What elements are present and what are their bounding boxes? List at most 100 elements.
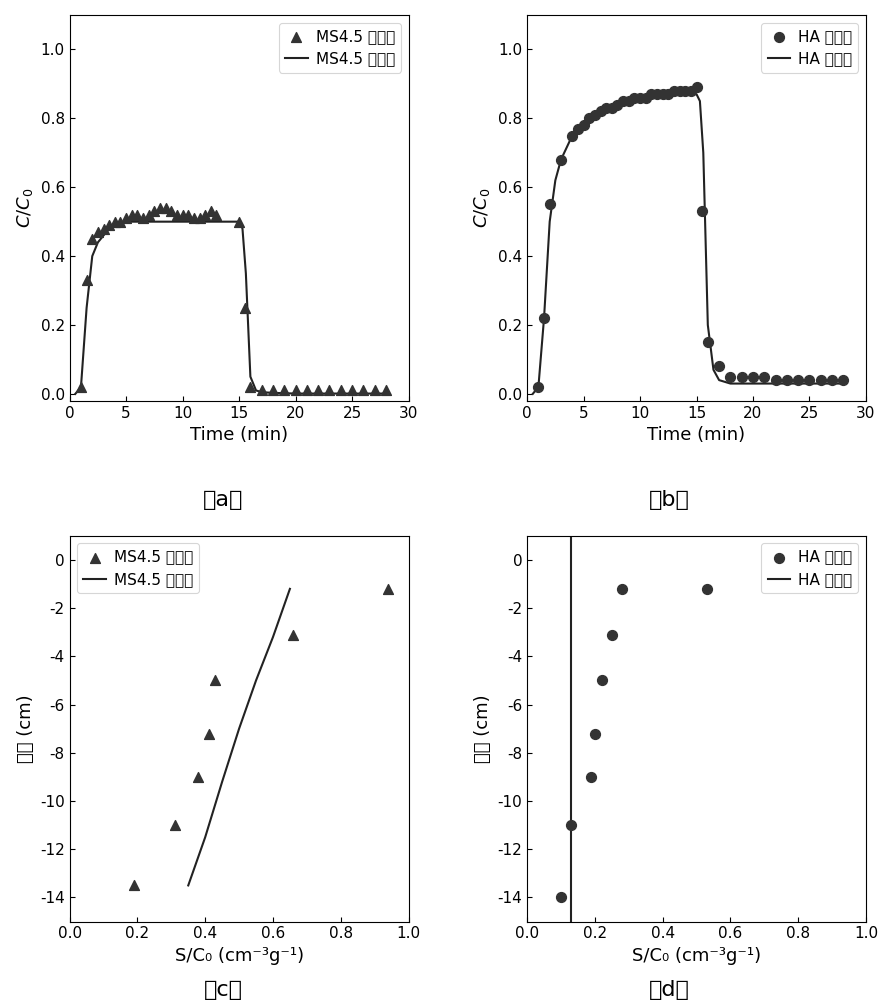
MS4.5 实测值 (204, 203, 218, 219)
MS4.5 实测值 (381, 581, 396, 597)
HA 实测值 (576, 117, 590, 133)
HA 实测值 (571, 121, 585, 137)
MS4.5 拟合值 (238, 223, 248, 235)
Legend: HA 实测值, HA 拟合值: HA 实测值, HA 拟合值 (762, 543, 858, 593)
HA 拟合值 (601, 102, 612, 114)
HA 实测值 (757, 369, 772, 385)
HA 拟合值 (714, 374, 724, 386)
HA 拟合值 (623, 95, 634, 107)
MS4.5 实测值 (164, 203, 179, 219)
MS4.5 实测值 (108, 214, 122, 230)
MS4.5 拟合值 (104, 223, 114, 235)
HA 实测值 (723, 369, 738, 385)
Legend: HA 实测值, HA 拟合值: HA 实测值, HA 拟合值 (762, 23, 858, 73)
MS4.5 拟合值 (154, 216, 165, 228)
MS4.5 拟合值 (251, 674, 262, 686)
MS4.5 拟合值 (70, 388, 80, 400)
MS4.5 实测值 (209, 207, 223, 223)
MS4.5 拟合值 (279, 387, 289, 399)
HA 实测值 (638, 90, 653, 106)
MS4.5 拟合值 (251, 384, 262, 396)
MS4.5 拟合值 (183, 879, 194, 891)
Legend: MS4.5 实测值, MS4.5 拟合值: MS4.5 实测值, MS4.5 拟合值 (279, 23, 401, 73)
MS4.5 拟合值 (222, 216, 233, 228)
HA 拟合值 (646, 92, 656, 104)
Text: （a）: （a） (203, 490, 244, 510)
MS4.5 实测值 (113, 214, 128, 230)
HA 实测值 (712, 358, 726, 374)
Y-axis label: $C/C_0$: $C/C_0$ (472, 188, 492, 228)
MS4.5 拟合值 (290, 388, 301, 400)
HA 实测值 (595, 672, 609, 688)
HA 实测值 (689, 79, 704, 95)
MS4.5 实测值 (286, 627, 300, 643)
HA 拟合值 (635, 92, 646, 104)
MS4.5 拟合值 (166, 216, 177, 228)
HA 实测值 (633, 90, 647, 106)
MS4.5 拟合值 (256, 386, 267, 398)
HA 拟合值 (747, 378, 758, 390)
HA 拟合值 (578, 119, 588, 131)
MS4.5 实测值 (238, 300, 252, 316)
MS4.5 实测值 (368, 382, 382, 398)
HA 拟合值 (680, 88, 690, 100)
MS4.5 实测值 (159, 200, 173, 216)
Line: MS4.5 拟合值: MS4.5 拟合值 (188, 589, 290, 885)
MS4.5 实测值 (322, 382, 337, 398)
HA 实测值 (616, 93, 630, 109)
HA 实测值 (582, 110, 597, 126)
MS4.5 实测值 (356, 382, 371, 398)
MS4.5 实测值 (79, 272, 94, 288)
HA 实测值 (814, 372, 828, 388)
MS4.5 实测值 (153, 200, 167, 216)
MS4.5 拟合值 (93, 236, 104, 248)
Legend: MS4.5 实测值, MS4.5 拟合值: MS4.5 实测值, MS4.5 拟合值 (78, 543, 199, 593)
HA 拟合值 (657, 88, 668, 100)
Line: HA 拟合值: HA 拟合值 (533, 94, 843, 394)
HA 实测值 (531, 379, 546, 395)
HA 实测值 (584, 769, 598, 785)
MS4.5 实测值 (198, 207, 213, 223)
Y-axis label: $C/C_0$: $C/C_0$ (15, 188, 35, 228)
HA 实测值 (565, 128, 580, 144)
MS4.5 拟合值 (245, 371, 255, 383)
HA 实测值 (627, 90, 641, 106)
Text: （d）: （d） (649, 980, 690, 1000)
MS4.5 实测值 (102, 217, 116, 233)
X-axis label: S/C₀ (cm⁻³g⁻¹): S/C₀ (cm⁻³g⁻¹) (632, 947, 761, 965)
MS4.5 实测值 (96, 221, 111, 237)
HA 实测值 (588, 107, 602, 123)
HA 实测值 (667, 83, 681, 99)
HA 拟合值 (612, 99, 622, 111)
MS4.5 拟合值 (87, 250, 97, 262)
MS4.5 实测值 (192, 210, 206, 226)
MS4.5 实测值 (255, 382, 269, 398)
HA 实测值 (735, 369, 749, 385)
HA 拟合值 (698, 147, 709, 159)
HA 拟合值 (708, 364, 719, 376)
HA 实测值 (769, 372, 783, 388)
MS4.5 实测值 (127, 877, 141, 893)
HA 实测值 (543, 196, 557, 212)
MS4.5 实测值 (208, 672, 222, 688)
MS4.5 拟合值 (285, 583, 296, 595)
MS4.5 拟合值 (110, 219, 121, 231)
HA 实测值 (825, 372, 839, 388)
HA 拟合值 (691, 88, 702, 100)
HA 实测值 (678, 83, 692, 99)
HA 拟合值 (533, 381, 544, 393)
MS4.5 拟合值 (234, 723, 245, 735)
HA 实测值 (661, 86, 675, 102)
HA 拟合值 (737, 378, 747, 390)
MS4.5 实测值 (202, 726, 216, 742)
HA 实测值 (650, 86, 664, 102)
MS4.5 实测值 (175, 207, 189, 223)
MS4.5 拟合值 (144, 216, 154, 228)
HA 实测值 (593, 103, 607, 119)
MS4.5 拟合值 (81, 302, 92, 314)
HA 实测值 (701, 334, 715, 350)
MS4.5 实测值 (191, 769, 205, 785)
HA 拟合值 (550, 174, 561, 186)
MS4.5 拟合值 (132, 216, 143, 228)
HA 拟合值 (703, 319, 714, 331)
